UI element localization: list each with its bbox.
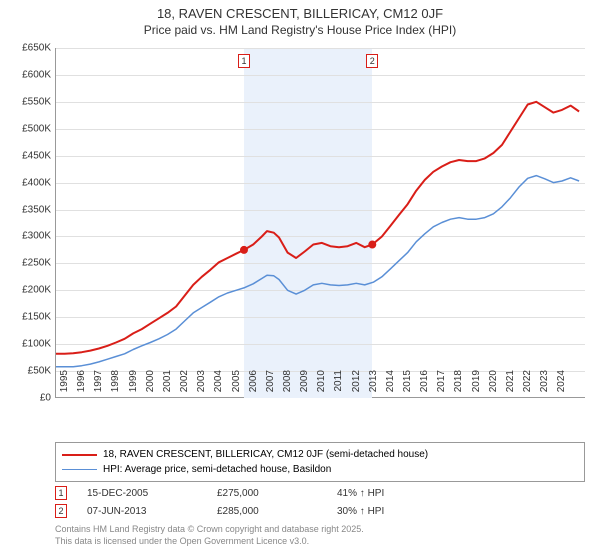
xtick-label: 2021: [505, 370, 516, 402]
sale-dot-2: [368, 241, 376, 249]
xtick-label: 2002: [179, 370, 190, 402]
xtick-label: 2022: [522, 370, 533, 402]
xtick-label: 1998: [110, 370, 121, 402]
series-line-hpi: [56, 176, 579, 367]
title-line-2: Price paid vs. HM Land Registry's House …: [0, 23, 600, 39]
xtick-label: 2018: [453, 370, 464, 402]
xtick-label: 2007: [265, 370, 276, 402]
xtick-label: 2016: [419, 370, 430, 402]
ytick-label: £0: [1, 393, 51, 404]
title-line-1: 18, RAVEN CRESCENT, BILLERICAY, CM12 0JF: [0, 6, 600, 23]
legend-swatch-property: [62, 454, 97, 456]
xtick-label: 2009: [299, 370, 310, 402]
xtick-label: 2001: [162, 370, 173, 402]
xtick-label: 2003: [196, 370, 207, 402]
chart-svg: [56, 48, 586, 398]
sale-date-1: 15-DEC-2005: [87, 488, 217, 499]
ytick-label: £450K: [1, 150, 51, 161]
xtick-label: 2013: [368, 370, 379, 402]
sale-marker-1-label: 1: [58, 488, 63, 498]
xtick-label: 2020: [488, 370, 499, 402]
xtick-label: 2004: [213, 370, 224, 402]
legend-item-hpi: HPI: Average price, semi-detached house,…: [62, 462, 578, 477]
sale-date-2: 07-JUN-2013: [87, 506, 217, 517]
sale-diff-2: 30% ↑ HPI: [337, 506, 457, 517]
sales-table: 1 15-DEC-2005 £275,000 41% ↑ HPI 2 07-JU…: [55, 484, 457, 520]
xtick-label: 2008: [282, 370, 293, 402]
ytick-label: £400K: [1, 177, 51, 188]
ytick-label: £250K: [1, 258, 51, 269]
ytick-label: £500K: [1, 123, 51, 134]
legend-swatch-hpi: [62, 469, 97, 471]
sales-row-1: 1 15-DEC-2005 £275,000 41% ↑ HPI: [55, 484, 457, 502]
series-line-property_price: [56, 102, 579, 354]
xtick-label: 2014: [385, 370, 396, 402]
xtick-label: 1996: [76, 370, 87, 402]
sale-price-2: £285,000: [217, 506, 337, 517]
xtick-label: 1995: [59, 370, 70, 402]
footer-line-2: This data is licensed under the Open Gov…: [55, 536, 364, 548]
xtick-label: 1999: [128, 370, 139, 402]
sales-row-2: 2 07-JUN-2013 £285,000 30% ↑ HPI: [55, 502, 457, 520]
xtick-label: 2017: [436, 370, 447, 402]
footer-line-1: Contains HM Land Registry data © Crown c…: [55, 524, 364, 536]
ytick-label: £550K: [1, 96, 51, 107]
xtick-label: 2006: [248, 370, 259, 402]
ytick-label: £300K: [1, 231, 51, 242]
sale-marker-2-label: 2: [58, 506, 63, 516]
sale-price-1: £275,000: [217, 488, 337, 499]
plot-area: 12: [55, 48, 585, 398]
sale-marker-2-box: 2: [55, 504, 67, 518]
xtick-label: 2024: [556, 370, 567, 402]
ytick-label: £650K: [1, 43, 51, 54]
legend-label-hpi: HPI: Average price, semi-detached house,…: [103, 464, 331, 475]
ytick-label: £100K: [1, 339, 51, 350]
ytick-label: £50K: [1, 366, 51, 377]
plot-wrapper: 12 £0£50K£100K£150K£200K£250K£300K£350K£…: [55, 48, 585, 428]
chart-title: 18, RAVEN CRESCENT, BILLERICAY, CM12 0JF…: [0, 0, 600, 38]
sale-marker-box-1: 1: [238, 54, 250, 68]
sale-dot-1: [240, 246, 248, 254]
ytick-label: £200K: [1, 285, 51, 296]
xtick-label: 2005: [231, 370, 242, 402]
xtick-label: 2015: [402, 370, 413, 402]
ytick-label: £150K: [1, 312, 51, 323]
xtick-label: 2023: [539, 370, 550, 402]
legend-label-property: 18, RAVEN CRESCENT, BILLERICAY, CM12 0JF…: [103, 449, 428, 460]
xtick-label: 2012: [351, 370, 362, 402]
xtick-label: 2000: [145, 370, 156, 402]
ytick-label: £600K: [1, 69, 51, 80]
sale-diff-1: 41% ↑ HPI: [337, 488, 457, 499]
ytick-label: £350K: [1, 204, 51, 215]
xtick-label: 1997: [93, 370, 104, 402]
xtick-label: 2019: [471, 370, 482, 402]
attribution-footer: Contains HM Land Registry data © Crown c…: [55, 524, 364, 547]
chart-container: 18, RAVEN CRESCENT, BILLERICAY, CM12 0JF…: [0, 0, 600, 560]
sale-marker-1-box: 1: [55, 486, 67, 500]
legend: 18, RAVEN CRESCENT, BILLERICAY, CM12 0JF…: [55, 442, 585, 482]
sale-marker-box-2: 2: [366, 54, 378, 68]
xtick-label: 2011: [333, 370, 344, 402]
xtick-label: 2010: [316, 370, 327, 402]
legend-item-property: 18, RAVEN CRESCENT, BILLERICAY, CM12 0JF…: [62, 447, 578, 462]
